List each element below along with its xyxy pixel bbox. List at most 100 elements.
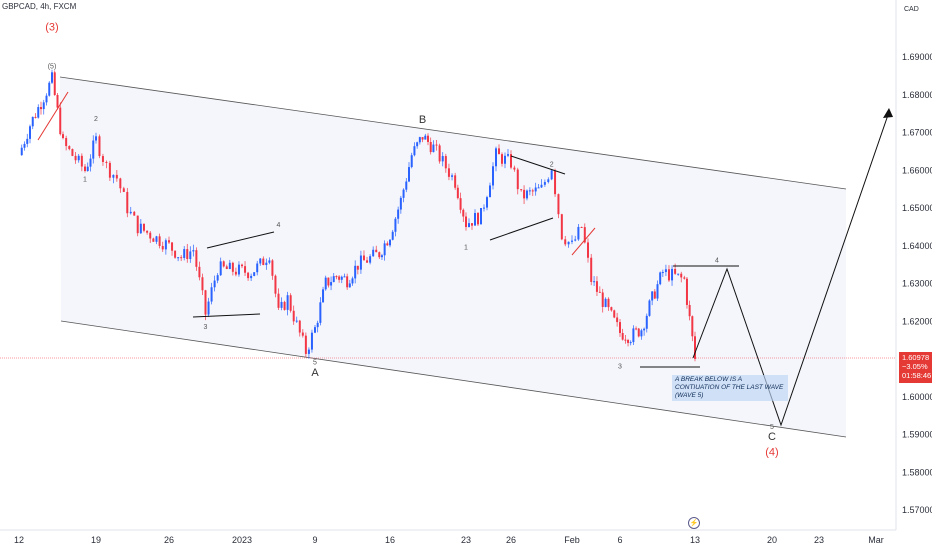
wave-label: 3: [618, 363, 622, 370]
candle-body: [192, 250, 195, 252]
candle-body: [462, 209, 465, 217]
candle-body: [528, 190, 531, 192]
wave-label: 4: [715, 258, 719, 265]
candle-body: [624, 339, 627, 341]
x-tick-label: 19: [91, 535, 101, 545]
candle-body: [161, 245, 164, 250]
candle-body: [164, 240, 167, 250]
candle-body: [330, 282, 333, 286]
channel-lower-line: [60, 320, 847, 438]
candle-body: [632, 328, 635, 343]
candle-body: [554, 170, 557, 195]
candle-body: [540, 184, 543, 188]
x-tick-label: 6: [617, 535, 622, 545]
candle-body: [468, 223, 470, 228]
candle-body: [23, 143, 26, 148]
candle-body: [84, 166, 86, 171]
candle-body: [595, 281, 598, 292]
candle-body: [234, 271, 237, 275]
candle-body: [525, 190, 528, 199]
candle-body: [129, 211, 132, 214]
candle-body: [122, 188, 125, 192]
candle-body: [222, 261, 225, 267]
candle-body: [98, 136, 101, 157]
candle-body: [42, 102, 45, 110]
candle-body: [359, 255, 362, 270]
candle-body: [136, 215, 139, 234]
candle-body: [677, 273, 680, 275]
candle-body: [557, 194, 560, 215]
candle-body: [20, 147, 23, 156]
currency-label: CAD: [904, 6, 919, 13]
candle-body: [598, 291, 601, 293]
candle-body: [441, 156, 444, 162]
candle-body: [648, 300, 651, 316]
y-tick-label: 1.58000: [902, 467, 932, 477]
candle-body: [507, 154, 509, 156]
candle-body: [241, 264, 243, 267]
candle-body: [651, 291, 654, 301]
candle-body: [694, 336, 696, 359]
candle-body: [268, 260, 271, 263]
candle-body: [53, 72, 56, 95]
candle-body: [34, 116, 37, 118]
candle-body: [483, 207, 485, 209]
candle-body: [259, 258, 262, 264]
candle-body: [126, 191, 129, 214]
candle-body: [68, 146, 71, 150]
clock-icon[interactable]: ⚡: [688, 517, 700, 529]
candle-body: [438, 145, 441, 162]
candle-body: [354, 265, 357, 279]
candle-body: [386, 243, 389, 246]
candle-body: [277, 293, 280, 308]
candle-body: [537, 187, 540, 189]
candle-body: [304, 335, 307, 354]
candle-body: [474, 213, 476, 226]
candle-body: [216, 275, 219, 281]
candle-body: [204, 290, 207, 315]
y-tick-label: 1.65000: [902, 203, 932, 213]
candle-body: [432, 144, 435, 153]
candle-body: [486, 197, 488, 208]
channel-upper-line: [59, 76, 847, 190]
wave3-top-marker: [37, 91, 69, 141]
chart-title[interactable]: GBPCAD, 4h, FXCM: [2, 2, 77, 11]
candle-body: [316, 322, 319, 328]
wave-label: 1: [464, 245, 468, 252]
candle-body: [471, 223, 473, 226]
x-tick-label: 23: [814, 535, 824, 545]
candle-body: [105, 161, 108, 163]
candle-body: [48, 82, 51, 96]
wave-label: C: [768, 431, 776, 443]
candle-body: [343, 276, 346, 278]
candle-body: [531, 190, 534, 192]
candle-body: [369, 256, 372, 263]
candle-body: [378, 252, 381, 258]
candle-body: [168, 240, 170, 243]
candle-body: [405, 181, 408, 190]
y-tick-label: 1.57000: [902, 505, 932, 515]
candle-body: [244, 266, 247, 273]
candle-body: [31, 116, 34, 127]
y-tick-label: 1.62000: [902, 316, 932, 326]
candle-body: [492, 166, 494, 186]
candle-body: [613, 310, 616, 318]
candle-body: [604, 298, 607, 307]
candle-body: [80, 155, 83, 167]
candle-body: [146, 230, 149, 233]
x-tick-label: 20: [767, 535, 777, 545]
candle-body: [564, 239, 567, 245]
candle-body: [115, 174, 118, 179]
candle-body: [51, 72, 53, 83]
x-tick-label: 2023: [232, 535, 252, 545]
candle-body: [253, 272, 256, 276]
candle-body: [383, 243, 386, 256]
candle-body: [520, 189, 523, 191]
candle-body: [210, 287, 213, 302]
candle-body: [610, 307, 613, 311]
candle-body: [237, 264, 240, 275]
candle-body: [567, 241, 570, 245]
x-tick-label: 9: [312, 535, 317, 545]
candle-body: [133, 211, 136, 216]
